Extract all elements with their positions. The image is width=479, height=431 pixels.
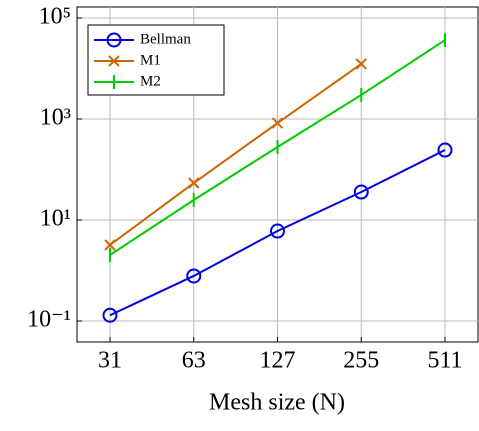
marker — [102, 307, 118, 323]
series — [102, 142, 453, 323]
marker — [271, 117, 284, 129]
x-tick-label: 63 — [182, 348, 206, 374]
legend-label: Bellman — [140, 31, 191, 47]
legend-label: M2 — [140, 73, 161, 89]
marker — [106, 32, 122, 48]
series — [109, 33, 446, 262]
series-line — [109, 149, 446, 317]
x-tick-label: 31 — [98, 348, 122, 374]
marker — [437, 142, 453, 158]
legend-label: M1 — [140, 52, 161, 68]
y-tick-label: 10⁵ — [39, 3, 71, 29]
marker — [108, 55, 120, 67]
marker — [104, 239, 116, 251]
x-axis-label: Mesh size (N) — [209, 390, 345, 416]
marker — [270, 223, 285, 239]
legend: Bellman M1 M2 — [87, 24, 225, 96]
marker — [353, 184, 369, 200]
marker — [355, 58, 367, 70]
marker — [188, 177, 200, 189]
marker — [186, 268, 202, 284]
x-tick-label: 127 — [260, 348, 296, 374]
series — [104, 58, 367, 251]
x-tick-label: 511 — [427, 348, 462, 374]
series-line — [109, 63, 362, 246]
y-tick-label: 10³ — [40, 104, 71, 130]
y-tick-label: 10¹ — [40, 205, 71, 231]
x-tick-label: 255 — [343, 348, 379, 374]
y-tick-label: 10⁻¹ — [27, 307, 71, 333]
